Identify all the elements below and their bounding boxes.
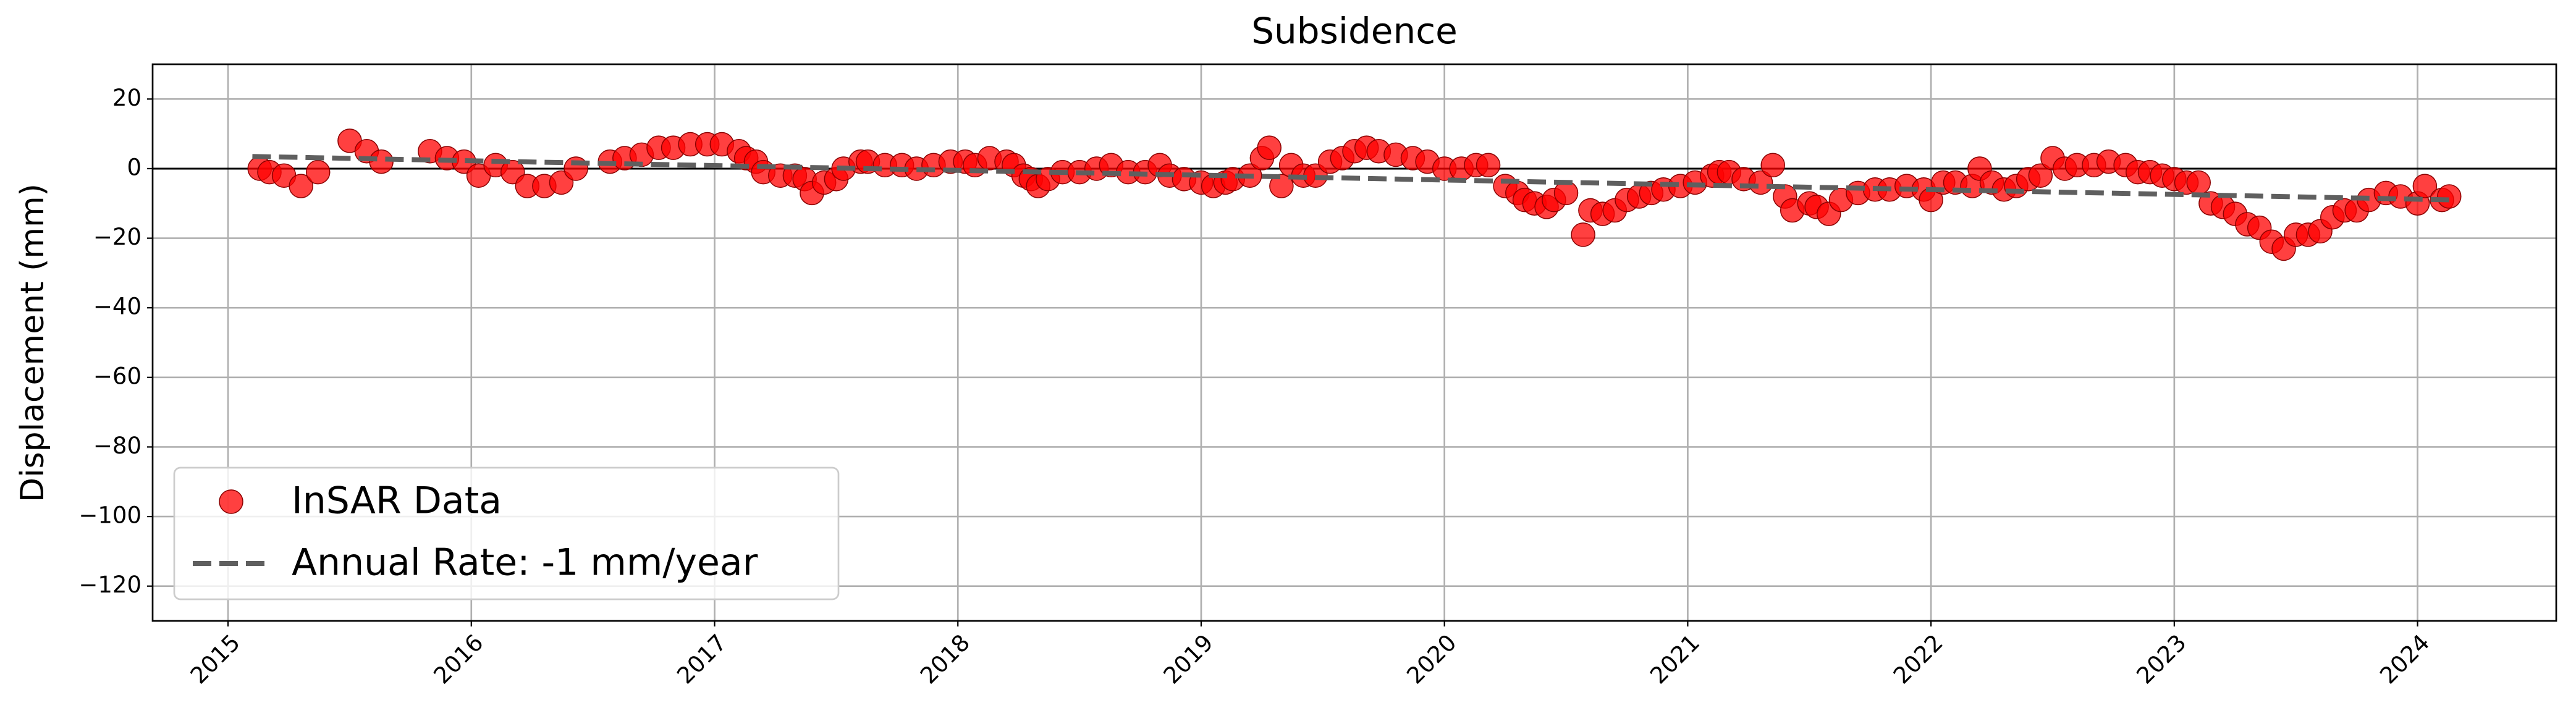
data-point: [1476, 153, 1501, 178]
data-point: [2186, 170, 2211, 195]
data-point: [289, 174, 313, 198]
y-tick-label: −60: [93, 363, 141, 389]
y-tick-label: −100: [78, 502, 141, 529]
legend-label: Annual Rate: -1 mm/year: [292, 541, 758, 584]
data-point: [1760, 153, 1785, 178]
data-point: [2412, 174, 2438, 198]
y-axis-label: Displacement (mm): [14, 183, 51, 502]
y-tick-label: 20: [112, 85, 141, 111]
data-point: [2028, 163, 2053, 188]
y-tick-label: −20: [93, 224, 141, 250]
data-point: [1257, 135, 1282, 160]
data-point: [1571, 222, 1595, 247]
y-tick-label: −80: [93, 432, 141, 459]
legend-box: [173, 466, 840, 601]
data-point: [1269, 174, 1294, 198]
legend-label: InSAR Data: [292, 479, 502, 523]
trend-line: [252, 154, 2454, 203]
y-tick-label: −40: [93, 293, 141, 320]
y-tick-label: 0: [127, 154, 141, 180]
data-point: [2437, 184, 2462, 209]
data-point: [369, 149, 394, 174]
y-tick-label: −120: [78, 571, 141, 598]
data-point: [305, 159, 331, 185]
legend-marker: [219, 489, 243, 514]
chart-title: Subsidence: [1251, 10, 1458, 52]
plot-frame: [151, 63, 2557, 622]
